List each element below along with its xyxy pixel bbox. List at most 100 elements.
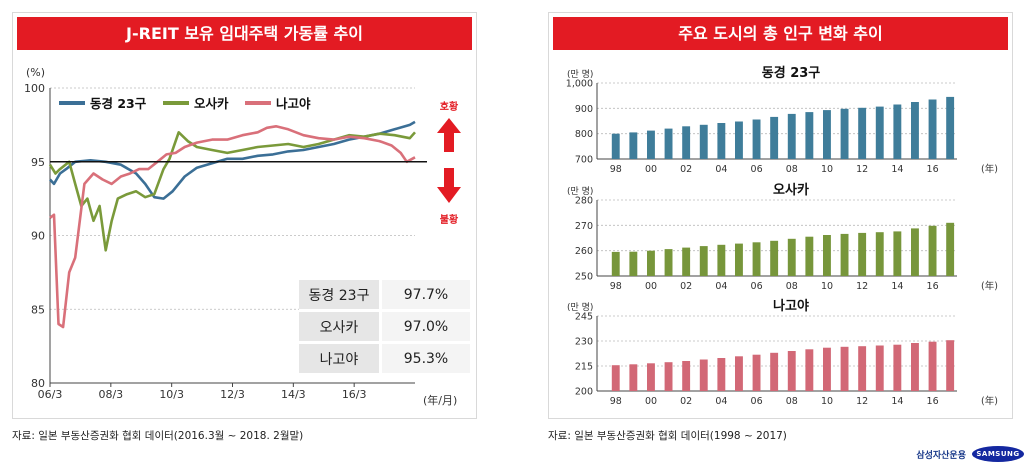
bar bbox=[858, 346, 867, 391]
bar-y-tick-label: 700 bbox=[575, 155, 593, 166]
bar-y-tick-label: 1,000 bbox=[566, 79, 593, 90]
bar bbox=[770, 352, 779, 391]
bar bbox=[611, 365, 620, 391]
bar-y-tick-label: 900 bbox=[575, 104, 593, 115]
bar bbox=[787, 238, 796, 276]
bar bbox=[770, 116, 779, 159]
bar bbox=[946, 96, 955, 159]
bar bbox=[840, 346, 849, 391]
bar bbox=[629, 364, 638, 391]
bar-y-tick-label: 230 bbox=[575, 337, 593, 348]
bar bbox=[647, 130, 655, 159]
bar bbox=[611, 251, 620, 276]
bar bbox=[647, 363, 655, 391]
right-source-note: 자료: 일본 부동산증권화 협회 데이터(1998 ~ 2017) bbox=[548, 430, 787, 442]
samsung-logo: SAMSUNG bbox=[972, 446, 1024, 462]
bar bbox=[664, 128, 673, 159]
bar-x-tick-label: 02 bbox=[680, 396, 692, 407]
x-tick-label: 14/3 bbox=[281, 388, 306, 401]
bar bbox=[699, 359, 708, 391]
population-bar-charts: 동경 23구 (만 명) 700 800 900 1,000 98 00 02 04 06 08 10 1… bbox=[566, 65, 998, 407]
bar bbox=[664, 249, 673, 276]
bar-x-tick-label: 04 bbox=[715, 281, 727, 292]
bar-y-tick-label: 215 bbox=[575, 362, 593, 373]
stats-row: 나고야 95.3% bbox=[299, 341, 470, 373]
bar-x-unit: (年) bbox=[981, 395, 998, 407]
bar-y-unit: (만 명) bbox=[567, 186, 593, 197]
bar bbox=[911, 102, 919, 159]
bar bbox=[823, 235, 831, 276]
bar bbox=[928, 225, 937, 276]
bar-x-tick-label: 10 bbox=[821, 164, 833, 175]
bar-x-tick-label: 04 bbox=[715, 164, 727, 175]
bar bbox=[823, 110, 831, 159]
bar-x-tick-label: 12 bbox=[856, 281, 868, 292]
bar bbox=[735, 121, 743, 159]
up-arrow-icon bbox=[437, 118, 461, 152]
bar bbox=[787, 351, 796, 391]
x-tick-label: 16/3 bbox=[342, 388, 367, 401]
bar-x-tick-label: 98 bbox=[610, 164, 622, 175]
bar bbox=[682, 361, 691, 391]
bar bbox=[928, 99, 937, 159]
bar-x-tick-label: 04 bbox=[715, 396, 727, 407]
bar-y-tick-label: 260 bbox=[575, 246, 593, 257]
bar bbox=[893, 344, 902, 391]
bar bbox=[752, 242, 761, 276]
bar bbox=[946, 222, 955, 276]
bar bbox=[629, 251, 638, 276]
stats-city: 동경 23구 bbox=[299, 280, 382, 311]
stats-value: 95.3% bbox=[380, 341, 470, 373]
y-tick-label: 80 bbox=[31, 377, 45, 390]
legend-label: 오사카 bbox=[194, 96, 229, 111]
y-tick-label: 90 bbox=[31, 230, 45, 243]
bar bbox=[823, 347, 831, 391]
bar-x-tick-label: 10 bbox=[821, 281, 833, 292]
right-chart-panel: 주요 도시의 총 인구 변화 추이 동경 23구 (만 명) 700 800 900 1,… bbox=[548, 12, 1013, 419]
bar-x-tick-label: 06 bbox=[751, 281, 763, 292]
left-chart-panel: J-REIT 보유 임대주택 가동률 추이 80 85 90 95 100 (%) (年/月… bbox=[12, 12, 477, 419]
bar-y-tick-label: 270 bbox=[575, 221, 593, 232]
bar-y-tick-label: 280 bbox=[575, 196, 593, 207]
bar bbox=[699, 246, 708, 276]
bar bbox=[875, 106, 884, 159]
bar-x-tick-label: 14 bbox=[891, 281, 903, 292]
bust-label: 불황 bbox=[440, 213, 459, 226]
y-tick-label: 85 bbox=[31, 303, 45, 316]
bar bbox=[752, 354, 761, 391]
y-tick-label: 95 bbox=[31, 156, 45, 169]
bar-y-tick-label: 200 bbox=[575, 387, 593, 398]
bar bbox=[875, 232, 884, 276]
bar-x-tick-label: 08 bbox=[786, 396, 798, 407]
y-tick-label: 100 bbox=[24, 82, 45, 95]
bar-chart-title: 오사카 bbox=[773, 182, 809, 198]
down-arrow-icon bbox=[437, 168, 461, 203]
legend-label: 동경 23구 bbox=[90, 96, 147, 111]
bar-x-tick-label: 98 bbox=[610, 281, 622, 292]
series-line-2 bbox=[48, 131, 416, 252]
bar-x-tick-label: 02 bbox=[680, 281, 692, 292]
bar-x-unit: (年) bbox=[981, 163, 998, 175]
bar bbox=[911, 343, 919, 391]
x-tick-label: 12/3 bbox=[220, 388, 245, 401]
bar-x-tick-label: 14 bbox=[891, 164, 903, 175]
bar-x-tick-label: 16 bbox=[927, 164, 939, 175]
y-axis-unit: (%) bbox=[26, 66, 45, 79]
bar-x-tick-label: 00 bbox=[645, 164, 657, 175]
bar bbox=[735, 356, 743, 391]
bar bbox=[805, 112, 814, 159]
bar-x-tick-label: 08 bbox=[786, 281, 798, 292]
bar-x-tick-label: 12 bbox=[856, 396, 868, 407]
bar bbox=[875, 345, 884, 391]
bar-x-tick-label: 08 bbox=[786, 164, 798, 175]
bar-x-tick-label: 16 bbox=[927, 396, 939, 407]
bar bbox=[911, 228, 919, 276]
bar bbox=[928, 341, 937, 391]
stats-value: 97.7% bbox=[380, 280, 470, 311]
left-chart-title: J-REIT 보유 임대주택 가동률 추이 bbox=[17, 17, 472, 50]
bar-x-tick-label: 12 bbox=[856, 164, 868, 175]
bar bbox=[893, 231, 902, 276]
footer-logo: 삼성자산운용 SAMSUNG bbox=[916, 446, 1024, 462]
bar bbox=[893, 104, 902, 159]
bar-chart-title: 나고야 bbox=[773, 298, 809, 314]
